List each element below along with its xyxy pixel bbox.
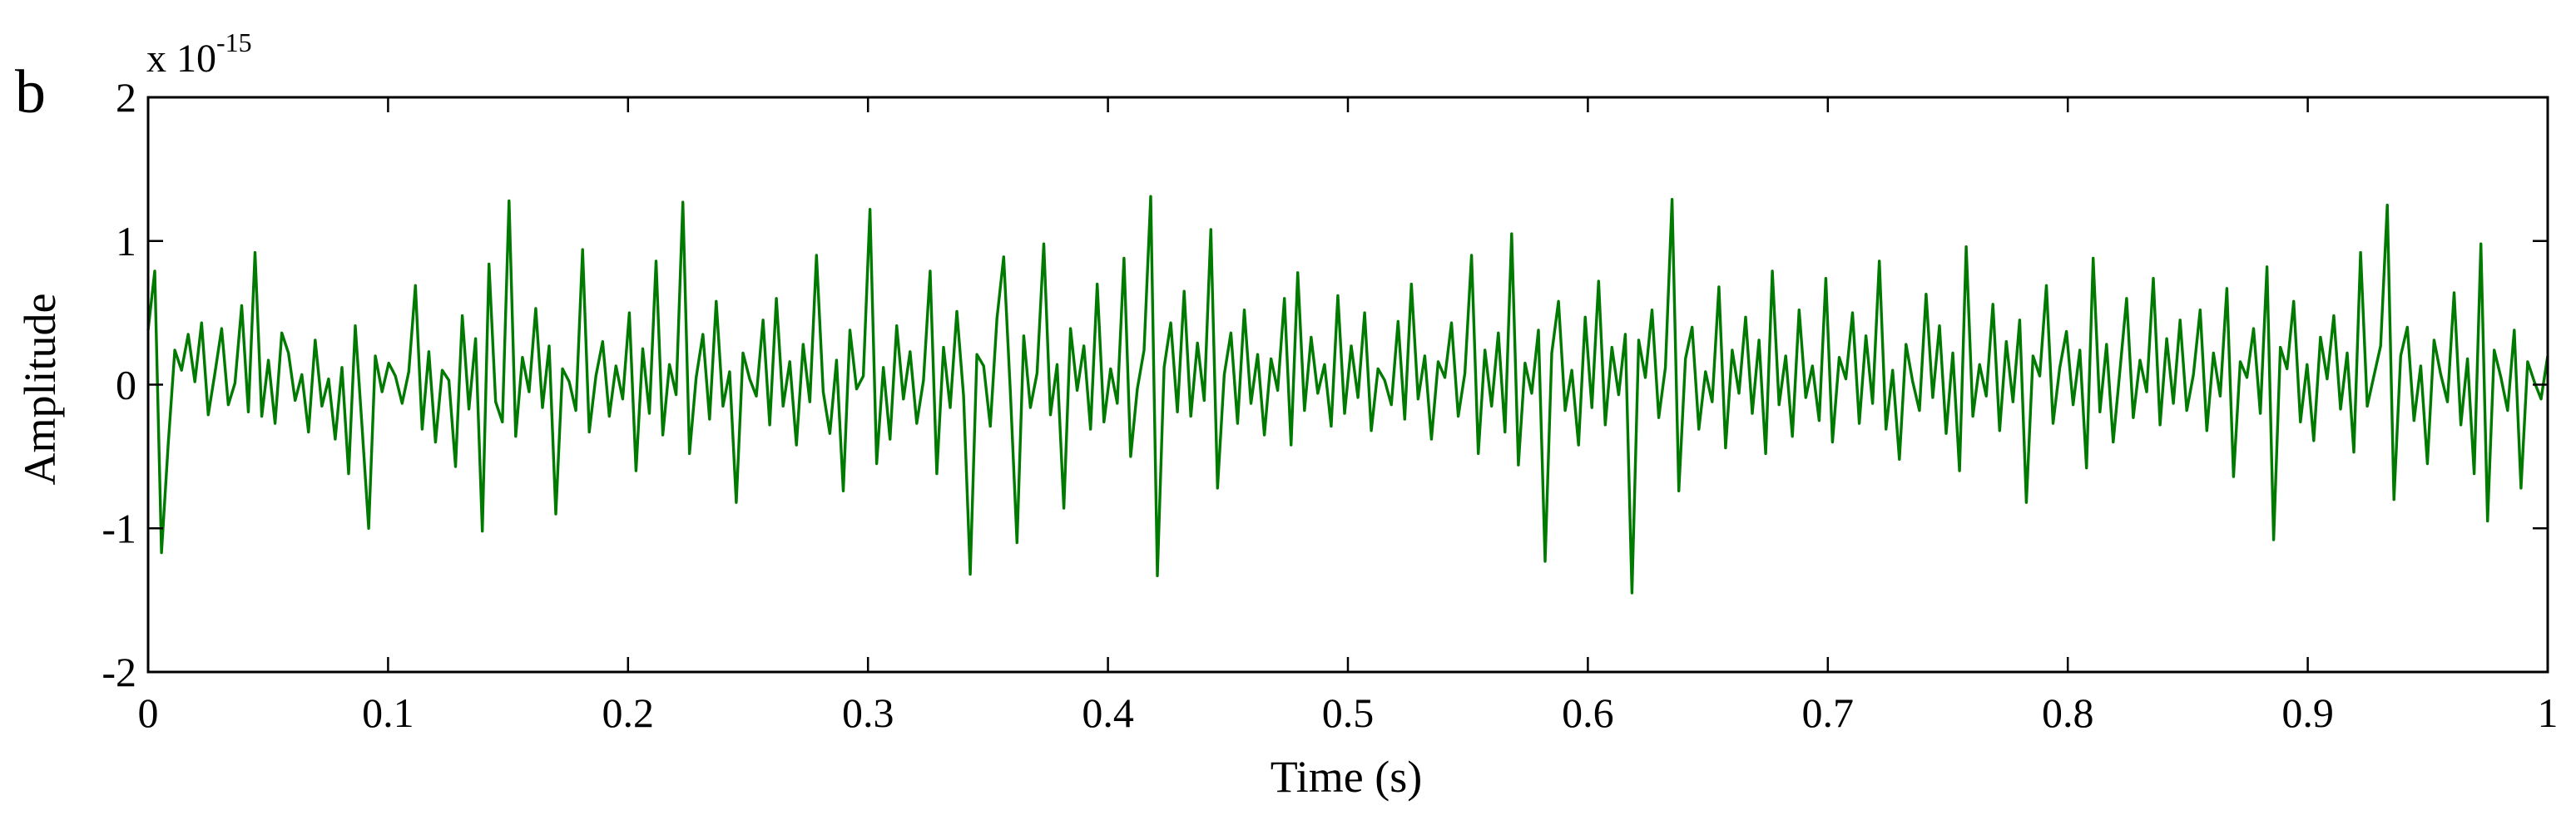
y-scale-base: x 10 (146, 37, 216, 81)
x-tick-label: 0.9 (2281, 689, 2334, 736)
x-tick-label: 0.6 (1562, 689, 1614, 736)
x-tick-label: 0 (138, 689, 159, 736)
x-tick-label: 0.3 (842, 689, 894, 736)
x-tick-label: 0.8 (2042, 689, 2094, 736)
x-tick-label: 0.5 (1322, 689, 1375, 736)
x-tick-label: 1 (2538, 689, 2559, 736)
x-tick-label: 0.7 (1802, 689, 1855, 736)
y-scale-multiplier: x 10-15 (146, 27, 252, 81)
panel-label: b (15, 58, 46, 126)
y-scale-exponent: -15 (216, 27, 252, 57)
x-axis: 0 0.1 0.2 0.3 0.4 0.5 0.6 0.7 0.8 0.9 1 (138, 97, 2559, 736)
y-tick-label: 2 (116, 74, 136, 121)
x-axis-label: Time (s) (1271, 752, 1423, 802)
y-axis-label: Amplitude (15, 294, 65, 486)
plot-area (146, 195, 2549, 595)
series-line-0 (146, 195, 2549, 595)
y-tick-label: 1 (116, 218, 136, 264)
y-tick-label: -2 (102, 649, 136, 695)
x-tick-label: 0.1 (362, 689, 414, 736)
y-tick-label: -1 (102, 505, 136, 551)
y-axis: -2 -1 0 1 2 (102, 74, 2548, 695)
x-tick-label: 0.4 (1082, 689, 1134, 736)
x-tick-label: 0.2 (602, 689, 655, 736)
y-tick-label: 0 (116, 362, 136, 408)
